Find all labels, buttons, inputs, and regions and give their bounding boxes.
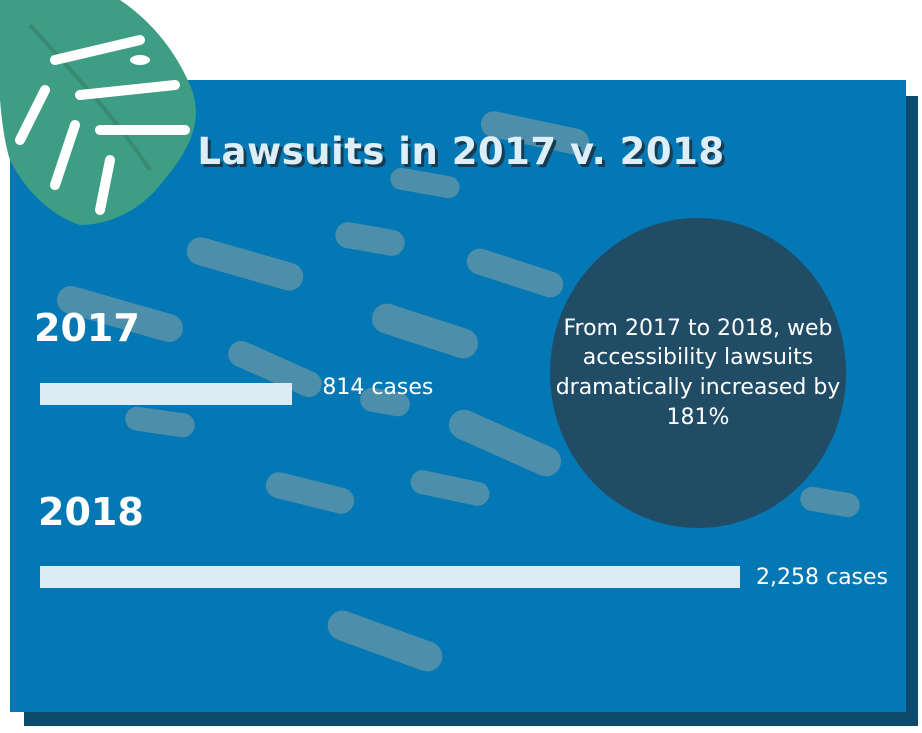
brush-stroke-decoration bbox=[368, 299, 482, 363]
brush-stroke-decoration bbox=[123, 405, 197, 439]
brush-stroke-decoration bbox=[323, 606, 447, 676]
brush-stroke-decoration bbox=[798, 484, 862, 520]
value-label-2018: 2,258 cases bbox=[756, 565, 889, 590]
monstera-leaf-icon bbox=[0, 0, 196, 225]
brush-stroke-decoration bbox=[183, 234, 307, 294]
brush-stroke-decoration bbox=[333, 220, 407, 258]
callout-circle: From 2017 to 2018, web accessibility law… bbox=[550, 218, 846, 528]
brush-stroke-decoration bbox=[444, 404, 566, 482]
value-label-2017: 814 cases bbox=[322, 375, 434, 400]
brush-stroke-decoration bbox=[463, 245, 567, 301]
bar-2017 bbox=[40, 383, 293, 405]
brush-stroke-decoration bbox=[408, 467, 492, 509]
brush-stroke-decoration bbox=[263, 469, 357, 517]
category-label-2018: 2018 bbox=[38, 490, 144, 534]
category-label-2017: 2017 bbox=[34, 306, 140, 350]
bar-2018 bbox=[40, 566, 740, 588]
callout-text: From 2017 to 2018, web accessibility law… bbox=[555, 315, 841, 430]
chart-title: Lawsuits in 2017 v. 2018 bbox=[197, 130, 725, 173]
